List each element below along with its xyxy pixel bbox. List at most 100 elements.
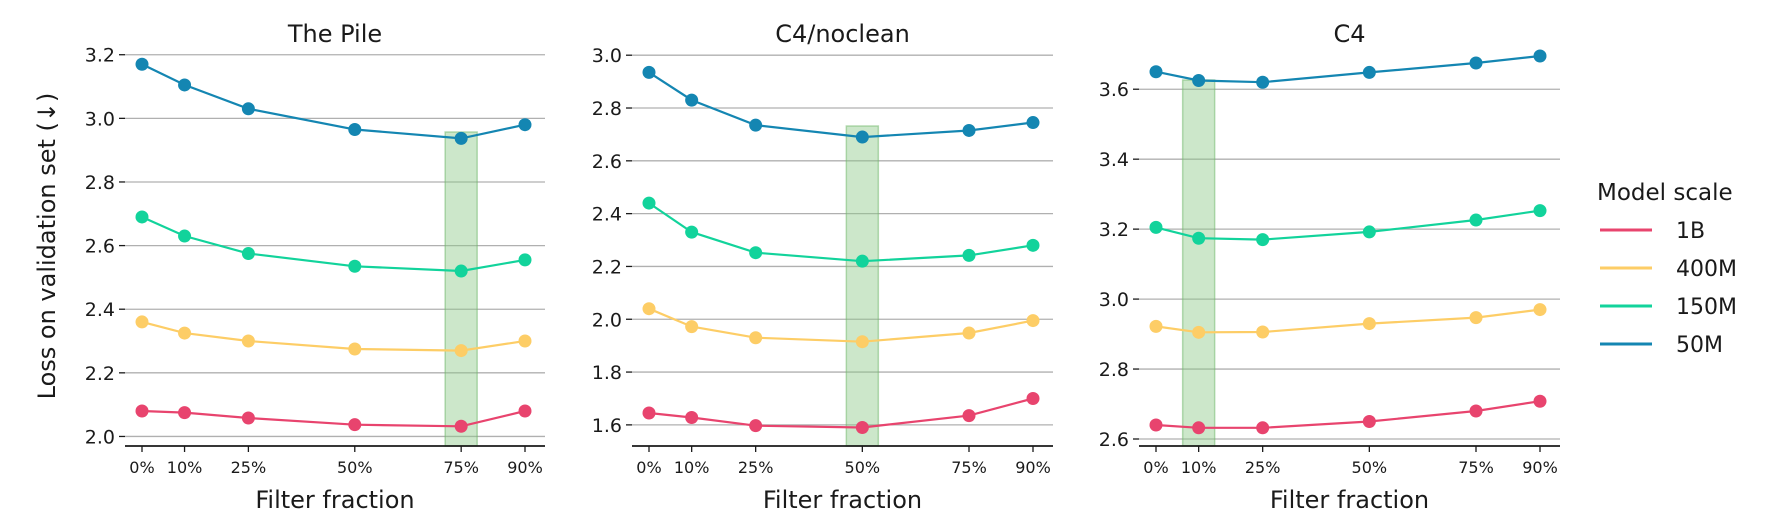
data-point-1B xyxy=(962,409,976,423)
data-point-1B xyxy=(1533,394,1547,408)
y-tick-label: 3.6 xyxy=(1099,79,1129,101)
data-point-1B xyxy=(1256,421,1270,435)
legend-label: 150M xyxy=(1676,295,1737,320)
y-tick-label: 3.0 xyxy=(1099,289,1129,311)
data-point-1B xyxy=(642,406,656,420)
series-line-400M xyxy=(141,320,526,352)
legend-item-400M: 400M xyxy=(1600,257,1737,282)
data-point-1B xyxy=(1469,404,1483,418)
y-tick-label: 2.4 xyxy=(592,204,622,226)
y-tick-label: 2.0 xyxy=(592,309,622,331)
data-point-1B xyxy=(1362,415,1376,429)
y-tick-label: 3.4 xyxy=(1099,149,1129,171)
data-point-400M xyxy=(1192,325,1206,339)
y-tick-label: 1.6 xyxy=(592,415,622,437)
data-point-150M xyxy=(685,225,699,239)
legend-items: 1B 400M 150M 50M xyxy=(1600,219,1737,358)
series-line-400M xyxy=(1155,308,1541,334)
x-axis-label: Filter fraction xyxy=(763,486,922,514)
data-point-1B xyxy=(1149,418,1163,432)
data-point-150M xyxy=(348,259,362,273)
data-point-50M xyxy=(1149,65,1163,79)
data-point-150M xyxy=(241,247,255,261)
data-point-150M xyxy=(135,210,149,224)
data-point-50M xyxy=(1533,49,1547,63)
y-tick-label: 1.8 xyxy=(592,362,622,384)
legend-label: 1B xyxy=(1676,219,1705,244)
data-point-150M xyxy=(1362,225,1376,239)
data-point-1B xyxy=(454,419,468,433)
series-line-150M xyxy=(648,202,1034,263)
data-point-400M xyxy=(1533,303,1547,317)
data-point-50M xyxy=(685,93,699,107)
highlight-band xyxy=(845,125,880,447)
x-tick-label: 0% xyxy=(1143,458,1168,477)
series-line-50M xyxy=(1155,54,1541,84)
data-point-50M xyxy=(518,118,532,132)
highlight-band xyxy=(444,131,478,447)
data-point-1B xyxy=(685,410,699,424)
series-line-1B xyxy=(1155,400,1541,429)
panel-title: C4/noclean xyxy=(775,20,910,48)
x-tick-label: 75% xyxy=(951,458,987,477)
y-tick-label: 2.2 xyxy=(85,363,115,385)
x-tick-label: 90% xyxy=(507,458,543,477)
data-point-400M xyxy=(135,315,149,329)
data-point-50M xyxy=(135,57,149,71)
series-line-400M xyxy=(648,307,1034,343)
legend: Model scale 1B 400M 150M 50M xyxy=(1597,180,1737,358)
x-tick-label: 10% xyxy=(167,458,203,477)
data-point-400M xyxy=(1256,325,1270,339)
data-point-50M xyxy=(1362,65,1376,79)
data-point-150M xyxy=(1192,231,1206,245)
data-point-50M xyxy=(749,118,763,132)
data-point-50M xyxy=(1192,73,1206,87)
data-point-400M xyxy=(1362,317,1376,331)
data-point-1B xyxy=(1192,421,1206,435)
data-point-50M xyxy=(178,78,192,92)
data-point-400M xyxy=(962,326,976,340)
legend-label: 400M xyxy=(1676,257,1737,282)
x-tick-label: 50% xyxy=(337,458,373,477)
data-point-150M xyxy=(454,264,468,278)
data-point-50M xyxy=(855,130,869,144)
x-tick-label: 10% xyxy=(674,458,710,477)
x-tick-label: 50% xyxy=(1352,458,1388,477)
legend-item-1B: 1B xyxy=(1600,219,1705,244)
y-tick-label: 2.8 xyxy=(592,98,622,120)
y-tick-label: 2.2 xyxy=(592,256,622,278)
data-point-150M xyxy=(178,229,192,243)
data-point-50M xyxy=(348,122,362,136)
legend-item-150M: 150M xyxy=(1600,295,1737,320)
y-tick-label: 2.0 xyxy=(85,426,115,448)
data-point-150M xyxy=(1256,233,1270,247)
data-point-50M xyxy=(1469,56,1483,70)
x-tick-label: 25% xyxy=(1245,458,1281,477)
data-point-50M xyxy=(454,131,468,145)
data-point-400M xyxy=(241,334,255,348)
y-tick-label: 2.4 xyxy=(85,299,115,321)
y-tick-label: 2.6 xyxy=(592,151,622,173)
data-point-150M xyxy=(855,254,869,268)
data-point-400M xyxy=(1149,319,1163,333)
data-point-400M xyxy=(642,302,656,316)
y-tick-label: 3.2 xyxy=(85,45,115,67)
panel-2: 1.6 1.8 2.0 2.2 2.4 2.6 2.8 3.0 0% 10% 25% 50% 75% 90… xyxy=(592,20,1053,514)
data-point-50M xyxy=(962,123,976,137)
x-axis-label: Filter fraction xyxy=(255,486,414,514)
x-tick-label: 0% xyxy=(636,458,661,477)
data-point-400M xyxy=(685,320,699,334)
y-tick-label: 2.6 xyxy=(1099,429,1129,451)
series-line-150M xyxy=(1155,209,1541,241)
data-point-150M xyxy=(1149,220,1163,234)
x-tick-label: 10% xyxy=(1181,458,1217,477)
x-tick-label: 25% xyxy=(231,458,267,477)
data-point-50M xyxy=(642,65,656,79)
data-point-50M xyxy=(241,102,255,116)
chart-panels: 2.0 2.2 2.4 2.6 2.8 3.0 3.2 0% 10% 25% 50% 75% 90% Th… xyxy=(85,20,1560,514)
data-point-1B xyxy=(855,421,869,435)
x-tick-label: 75% xyxy=(443,458,479,477)
data-point-150M xyxy=(1026,238,1040,252)
x-tick-label: 25% xyxy=(738,458,774,477)
panel-1: 2.0 2.2 2.4 2.6 2.8 3.0 3.2 0% 10% 25% 50% 75% 90% Th… xyxy=(85,20,545,514)
